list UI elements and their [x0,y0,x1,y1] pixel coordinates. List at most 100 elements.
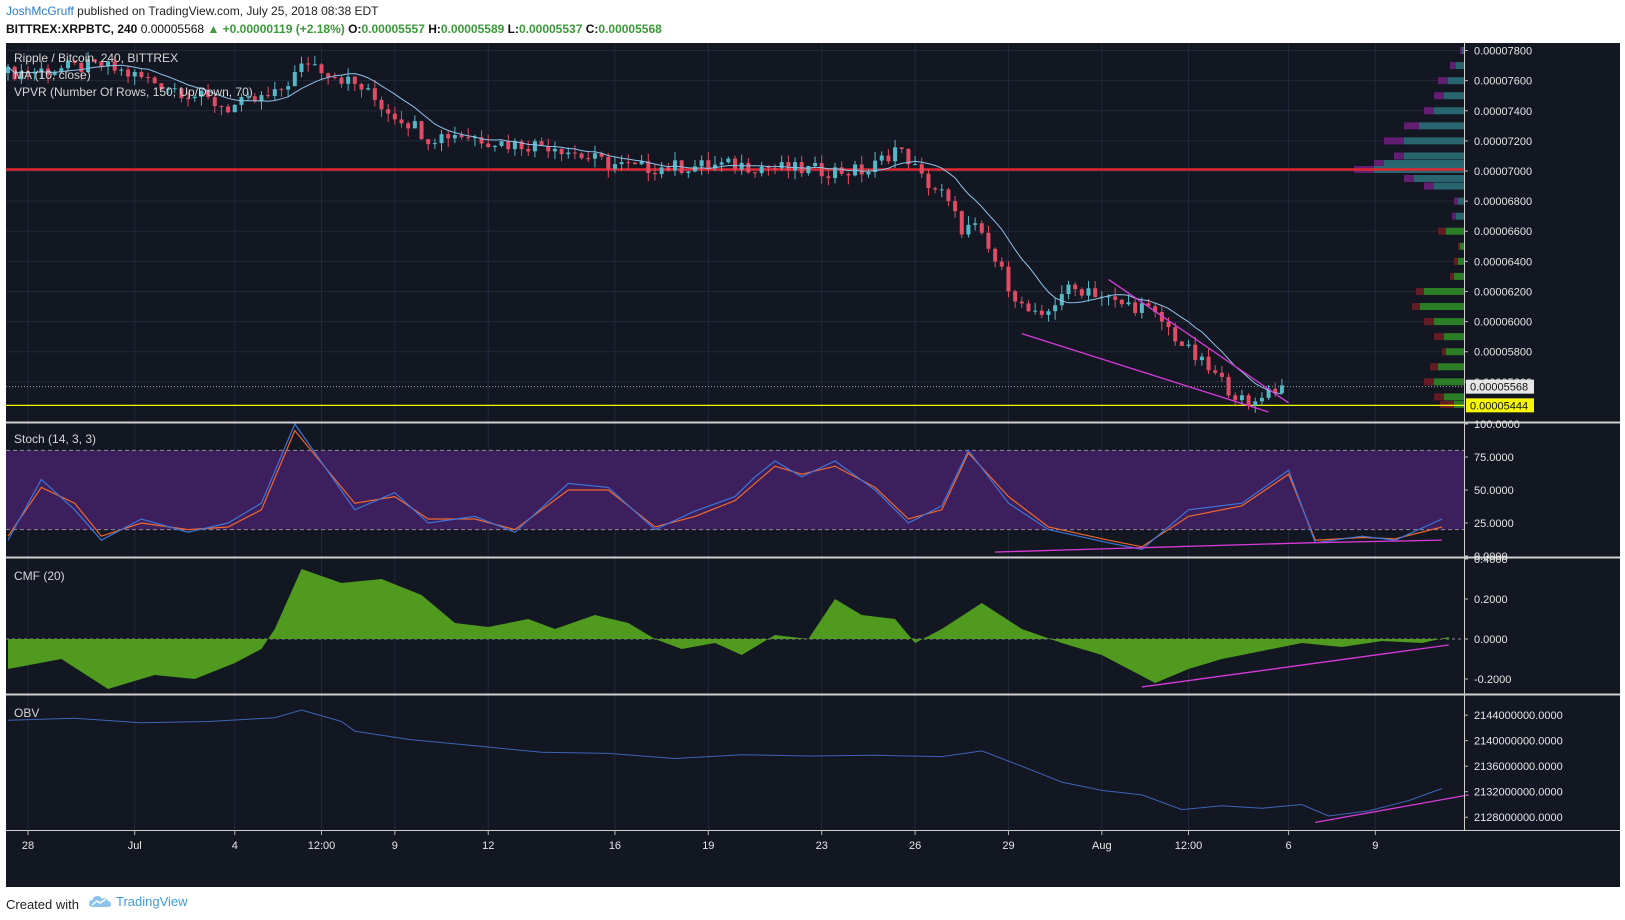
candle [1259,392,1264,406]
candle-body [1039,310,1044,315]
price-tick-label: 0.00007800 [1474,46,1532,58]
candle-body [1193,344,1198,361]
vpvr-up-bar [1444,333,1464,341]
candle [1066,280,1071,300]
candle [252,93,257,104]
chart-svg[interactable]: 0.00007800 0.00007600 0.00007400 0.00007200… [6,43,1620,887]
candle [726,156,731,164]
pane-separators [6,43,1620,831]
candle [219,105,224,116]
time-axis[interactable]: 28 Jul 4 12:00 9 12 16 19 23 26 29 Aug 12:00 6 9 [22,830,1378,852]
candle-body [39,68,44,72]
time-tick-label: 12:00 [308,840,336,852]
candle-body [486,143,491,148]
candle-body [1066,284,1071,295]
candle-body [252,96,257,102]
candle-body [619,162,624,165]
vpvr-down-bar [1394,152,1404,160]
candle [572,145,577,160]
candle-body [1079,289,1084,296]
candle-body [6,66,10,74]
candle-body [192,96,197,99]
stoch-k-line [7,422,1443,551]
close-value: 0.00005568 [598,22,662,36]
vpvr-up-bar [1434,318,1464,326]
candle [172,82,177,93]
tradingview-brand[interactable]: TradingView [88,893,188,909]
candle [139,68,144,79]
candle [212,93,217,113]
candle [706,152,711,174]
candle-body [1153,306,1158,313]
candle-body [1179,341,1184,346]
vpvr-down-bar [1442,348,1446,356]
candle-body [152,77,157,84]
candle-body [259,95,264,102]
candle-body [946,189,951,202]
vpvr-down-bar [1438,77,1448,85]
candle [526,140,531,156]
author-link[interactable]: JoshMcGruff [6,4,74,18]
candle [246,91,251,100]
candle [206,84,211,100]
candle [352,75,357,91]
time-tick-label: 4 [232,840,238,852]
candle-body [139,71,144,78]
candle [632,161,637,165]
candle [953,195,958,218]
stoch-tick-label: 0.0000 [1474,551,1508,563]
candle [126,66,131,83]
vpvr-down-bar [1384,137,1404,145]
vpvr-down-bar [1424,378,1434,386]
high-label: H: [428,22,441,36]
candle-body [866,172,871,175]
candle-body [659,167,664,175]
stoch-d-line [7,429,1443,548]
candle-body [332,77,337,79]
candle-body [686,171,691,174]
candle-body [719,162,724,165]
candle [99,60,104,71]
price-axis[interactable]: 0.00007800 0.00007600 0.00007400 0.00007200… [1464,46,1563,825]
candle [933,186,938,194]
candle-body [726,158,731,163]
candle [372,80,377,107]
candle-body [652,172,657,175]
candle-body [833,167,838,179]
candle [773,163,778,175]
candle [486,134,491,148]
candle [339,75,344,88]
vpvr-up-bar [1446,227,1464,235]
vpvr-up-bar [1434,182,1464,190]
candle [392,107,397,125]
candle [566,147,571,159]
candle [1219,366,1224,382]
candle-body [1006,266,1011,292]
candle [906,148,911,169]
candle [186,91,191,107]
candle-body [132,71,137,77]
candle [452,126,457,144]
candle [292,65,297,87]
candle-body [172,88,177,90]
candle-body [979,223,984,233]
candle-body [339,77,344,84]
candle [712,156,717,172]
candle [893,139,898,168]
candle [886,149,891,164]
candle [1119,298,1124,308]
candle [833,162,838,184]
vpvr-down-bar [1412,303,1420,311]
candle [1159,305,1164,331]
chart-area[interactable]: 0.00007800 0.00007600 0.00007400 0.00007200… [6,43,1620,887]
candle [1046,308,1051,322]
time-tick-label: 28 [22,840,34,852]
candle [719,157,724,172]
candle [1039,304,1044,318]
candle-body [1053,305,1058,312]
candle-body [299,63,304,72]
candle-body [479,137,484,144]
candle-body [879,155,884,161]
candle [659,161,664,179]
candle-body [552,148,557,152]
